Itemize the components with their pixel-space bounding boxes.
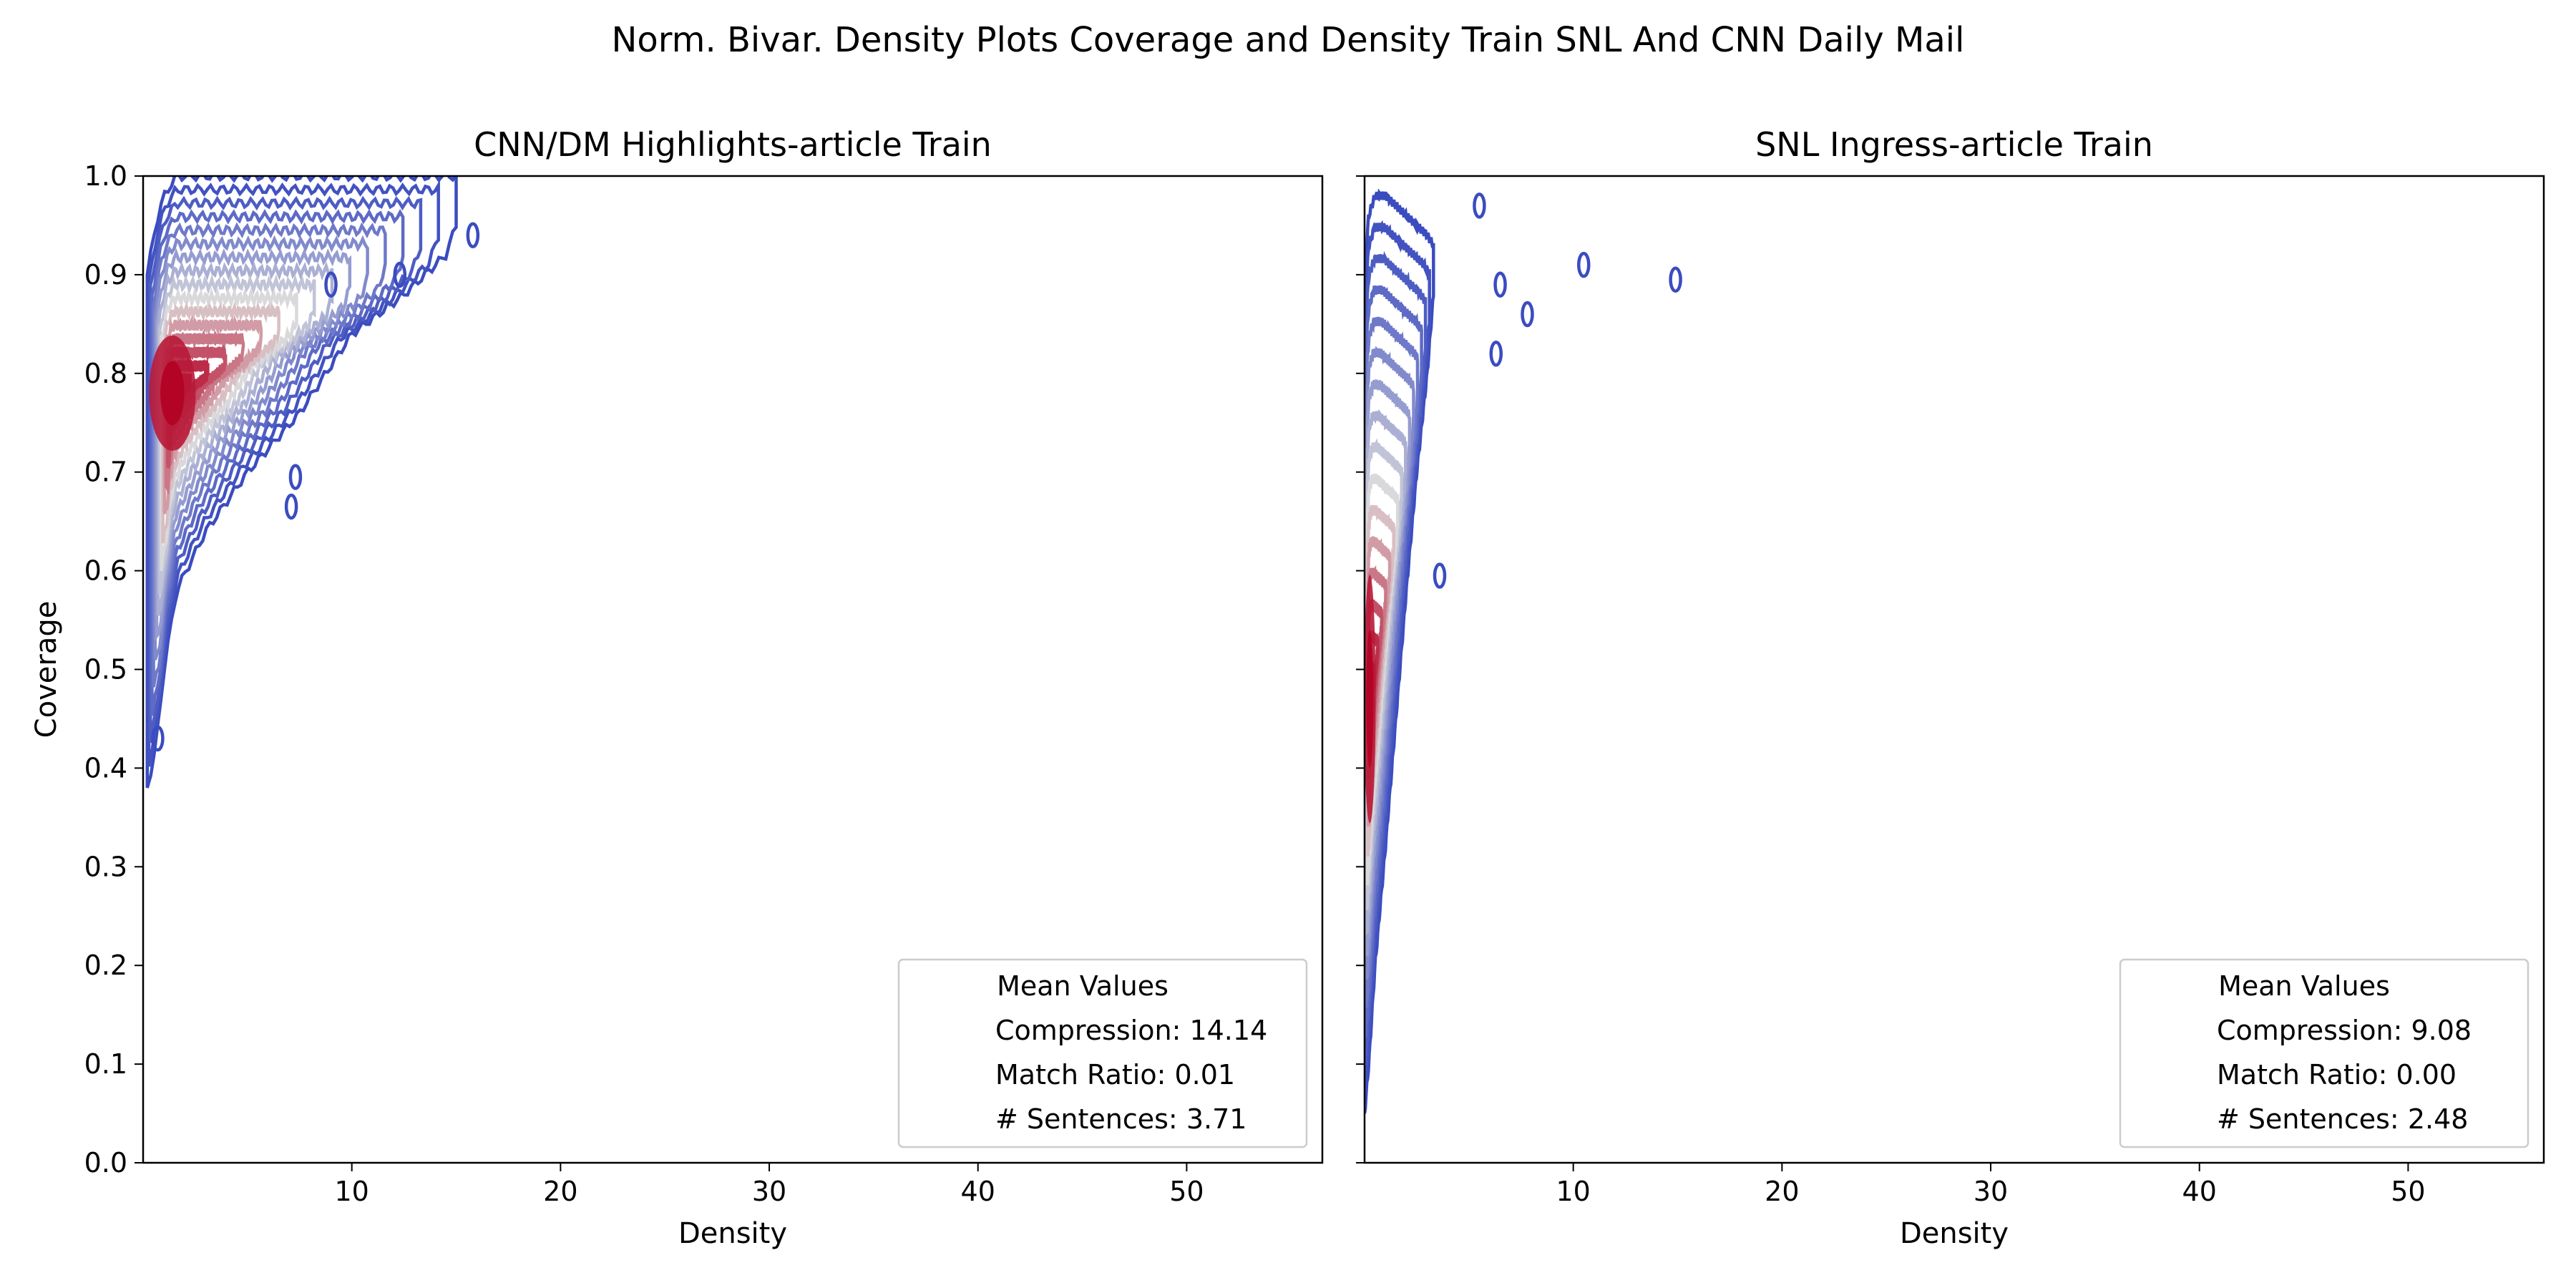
- x-tick-label: 10: [1556, 1176, 1591, 1207]
- legend-entry: # Sentences: 3.71: [995, 1103, 1246, 1135]
- x-tick-label: 20: [1765, 1176, 1799, 1207]
- x-tick-label: 30: [1974, 1176, 2008, 1207]
- contour-island: [324, 271, 338, 298]
- subplot-title: SNL Ingress-article Train: [1755, 125, 2153, 164]
- x-axis-label: Density: [1900, 1217, 2009, 1250]
- x-tick-label: 30: [752, 1176, 786, 1207]
- x-axis: 10 20 30 40 50 Density: [1556, 1163, 2426, 1250]
- y-tick-label: 0.9: [84, 259, 127, 291]
- y-axis-label: Coverage: [30, 601, 63, 738]
- contour-level-10: [1365, 473, 1400, 886]
- subplot-title: CNN/DM Highlights-article Train: [474, 125, 992, 164]
- y-tick-label: 0.3: [84, 851, 127, 882]
- contour-level-2: [1365, 220, 1431, 1091]
- contour-level-8: [156, 261, 334, 616]
- contour-level-11: [1366, 504, 1395, 857]
- contour-island: [393, 261, 407, 288]
- x-tick-label: 20: [543, 1176, 577, 1207]
- y-tick-label: 0.6: [84, 555, 127, 587]
- figure-title: Norm. Bivar. Density Plots Coverage and …: [612, 20, 1965, 60]
- x-axis-label: Density: [678, 1217, 787, 1250]
- y-tick-label: 0.5: [84, 654, 127, 686]
- contour-level-10: [160, 286, 298, 571]
- contour-level-4: [150, 208, 405, 716]
- contour-island: [466, 222, 480, 248]
- contour-island: [1669, 266, 1682, 293]
- legend-entry: Compression: 9.08: [2217, 1015, 2472, 1046]
- x-tick-label: 50: [2391, 1176, 2425, 1207]
- legend-entry: Match Ratio: 0.00: [2217, 1059, 2457, 1091]
- contour-island: [1433, 562, 1447, 589]
- contour-level-1: [1365, 188, 1435, 1114]
- y-tick-label: 0.0: [84, 1147, 127, 1179]
- y-tick-label: 1.0: [84, 160, 127, 192]
- x-tick-label: 40: [961, 1176, 995, 1207]
- legend: Mean Values Compression: 9.08 Match Ratio:…: [2119, 958, 2529, 1148]
- contour-level-5: [152, 222, 387, 688]
- contour-level-3: [148, 195, 423, 743]
- legend-entry: # Sentences: 2.48: [2217, 1103, 2468, 1135]
- contour-level-12: [162, 315, 263, 514]
- legend-title: Mean Values: [997, 970, 1169, 1002]
- contour-island: [1521, 301, 1534, 328]
- legend-box: [2119, 958, 2529, 1148]
- legend-box: [897, 958, 1308, 1148]
- contour-island: [1489, 340, 1503, 367]
- x-tick-label: 10: [335, 1176, 369, 1207]
- density-contours: [1365, 188, 1682, 1114]
- contour-island: [284, 493, 298, 520]
- y-tick-label: 0.2: [84, 950, 127, 981]
- legend-entry: Match Ratio: 0.01: [995, 1059, 1235, 1091]
- x-tick-label: 40: [2182, 1176, 2217, 1207]
- y-tick-label: 0.8: [84, 358, 127, 389]
- legend-entry: Compression: 14.14: [995, 1015, 1267, 1046]
- y-axis: 0.0 0.1 0.2 0.3 0.4 0.5 0.6 0.7 0.8 0.9 1.0 Coverag…: [30, 160, 143, 1179]
- contour-island: [1493, 271, 1507, 298]
- legend: Mean Values Compression: 14.14 Match Ratio…: [897, 958, 1308, 1148]
- contour-island: [1473, 192, 1486, 219]
- density-peak-core: [160, 361, 185, 426]
- contour-level-1: [145, 176, 458, 789]
- contour-level-3: [1365, 250, 1428, 1066]
- subplot-1: CNN/DM Highlights-article Train 10 20 30 40 5…: [30, 125, 1324, 1250]
- x-axis: 10 20 30 40 50 Density: [335, 1163, 1204, 1250]
- density-contours: [145, 176, 480, 789]
- contour-level-9: [1365, 437, 1404, 911]
- y-axis: [1356, 175, 1365, 1163]
- contour-level-7: [155, 248, 352, 641]
- y-tick-label: 0.4: [84, 752, 127, 784]
- subplot-2: SNL Ingress-article Train 10 20 30 40 50 Densi…: [1356, 125, 2545, 1250]
- contour-level-2: [147, 179, 440, 767]
- contour-level-11: [161, 300, 280, 544]
- legend-title: Mean Values: [2218, 970, 2390, 1002]
- contour-level-9: [158, 273, 316, 595]
- contour-island: [151, 725, 165, 752]
- contour-island: [288, 464, 303, 490]
- subplots: CNN/DM Highlights-article Train 10 20 30 40 5…: [30, 125, 2545, 1250]
- x-tick-label: 50: [1169, 1176, 1204, 1207]
- density-peak-core: [1366, 630, 1374, 769]
- contour-level-4: [1365, 285, 1423, 1038]
- contour-island: [1577, 251, 1591, 278]
- y-tick-label: 0.1: [84, 1048, 127, 1080]
- y-tick-label: 0.7: [84, 457, 127, 488]
